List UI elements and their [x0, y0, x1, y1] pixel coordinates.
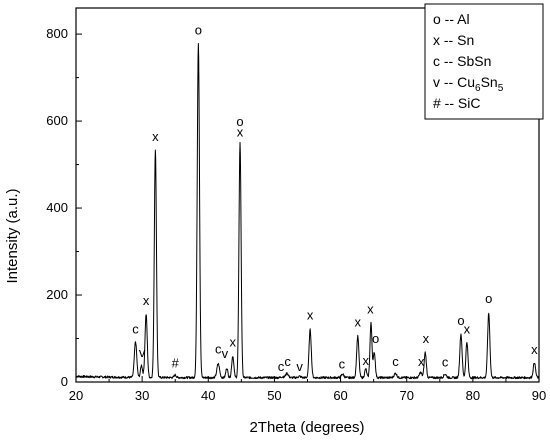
peak-label: v — [296, 359, 303, 374]
x-tick-label: 70 — [399, 388, 413, 403]
peak-label: x — [307, 308, 314, 323]
peak-label: c — [442, 355, 449, 370]
peak-label: v — [139, 345, 146, 360]
peak-label: c — [278, 359, 285, 374]
legend-sub2: 5 — [498, 83, 504, 94]
legend-entry: c -- SbSn — [433, 53, 491, 69]
legend-name: Sn — [457, 32, 474, 48]
legend-name: SiC — [458, 95, 481, 111]
legend-entry: x -- Sn — [433, 32, 474, 48]
peak-label: c — [392, 354, 399, 369]
x-tick-label: 40 — [201, 388, 215, 403]
y-axis-label: Intensity (a.u.) — [4, 188, 21, 283]
peak-label: x — [423, 331, 430, 346]
y-tick-label: 400 — [46, 200, 68, 215]
x-tick-label: 90 — [532, 388, 546, 403]
legend-sep: -- — [441, 11, 457, 27]
peak-label: o — [457, 313, 464, 328]
legend-symbol: o — [433, 11, 441, 27]
peak-label: x — [230, 335, 237, 350]
peak-label: # — [172, 356, 180, 371]
legend-symbol: x — [433, 32, 440, 48]
x-axis-label: 2Theta (degrees) — [249, 419, 364, 436]
legend-entry: o -- Al — [433, 11, 470, 27]
peak-label: x — [418, 354, 425, 369]
peak-label: o — [372, 331, 379, 346]
peak-label: x — [355, 315, 362, 330]
peak-label: o — [195, 22, 202, 37]
peak-label: x — [531, 342, 538, 357]
y-tick-label: 800 — [46, 26, 68, 41]
peak-label: c — [215, 342, 222, 357]
peak-label: x — [362, 353, 369, 368]
peak-label: x — [152, 129, 159, 144]
legend-sep: -- — [440, 74, 457, 90]
peak-label: x — [237, 125, 244, 140]
peak-label: v — [222, 346, 229, 361]
y-tick-label: 600 — [46, 113, 68, 128]
legend-name: SbSn — [457, 53, 491, 69]
legend-symbol: v — [433, 74, 440, 90]
x-axis-ticks: 20 30 40 50 60 70 80 90 — [69, 376, 546, 403]
peak-label: o — [485, 291, 492, 306]
y-tick-label: 0 — [61, 374, 68, 389]
y-tick-label: 200 — [46, 287, 68, 302]
peak-label: c — [132, 322, 139, 337]
legend-symbol: c — [433, 53, 440, 69]
x-tick-label: 30 — [135, 388, 149, 403]
x-tick-label: 80 — [466, 388, 480, 403]
legend-name: Al — [457, 11, 469, 27]
peak-label: x — [143, 293, 150, 308]
peak-label: x — [367, 302, 374, 317]
peak-label: x — [464, 322, 471, 337]
legend-sep: -- — [441, 95, 458, 111]
legend-entry: # -- SiC — [433, 95, 480, 111]
y-axis-ticks: 0 200 400 600 800 — [46, 26, 82, 389]
legend-symbol: # — [433, 95, 441, 111]
peak-label: c — [339, 356, 346, 371]
legend-entry: v -- Cu6Sn5 — [433, 74, 504, 94]
intensity-trace — [75, 43, 540, 380]
peak-label: o — [236, 114, 243, 129]
peak-label: c — [284, 354, 291, 369]
x-tick-label: 50 — [267, 388, 281, 403]
legend-sep: -- — [440, 53, 457, 69]
legend-sub1: 6 — [475, 83, 481, 94]
legend-mid: Sn — [481, 74, 498, 90]
x-tick-label: 60 — [333, 388, 347, 403]
legend-name: Cu — [457, 74, 475, 90]
x-tick-label: 20 — [69, 388, 83, 403]
legend-sep: -- — [440, 32, 457, 48]
legend-box — [424, 3, 544, 120]
